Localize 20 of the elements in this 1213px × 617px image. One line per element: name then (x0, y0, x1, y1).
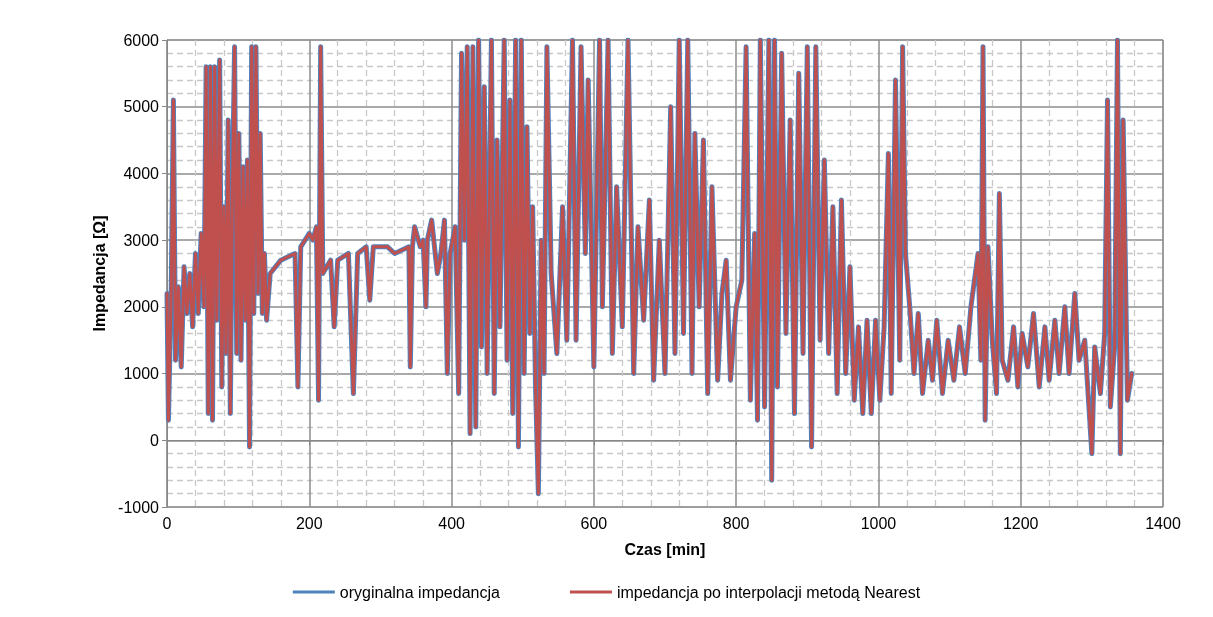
x-tick-label: 1000 (860, 514, 897, 532)
y-tick-label: 1000 (123, 365, 160, 383)
y-tick-label: 4000 (123, 164, 160, 182)
y-tick-label: 0 (150, 431, 160, 449)
y-tick-label: 5000 (123, 98, 160, 116)
x-tick-label: 1200 (1002, 514, 1039, 532)
x-tick-label: 600 (580, 514, 608, 532)
y-tick-label: 6000 (123, 31, 160, 49)
x-tick-label: 1400 (1145, 514, 1181, 532)
y-tick-label: 2000 (123, 298, 160, 316)
x-tick-label: 200 (295, 514, 323, 532)
legend-label: impedancja po interpolacji metodą Nearest (616, 583, 921, 601)
y-tick-label: 3000 (123, 231, 160, 249)
x-tick-label: 400 (438, 514, 466, 532)
x-tick-label: 0 (162, 514, 172, 532)
x-tick-label: 800 (722, 514, 750, 532)
legend-label: oryginalna impedancja (339, 583, 501, 601)
y-tick-label: -1000 (118, 498, 160, 516)
x-axis-title: Czas [min] (624, 540, 706, 558)
y-axis-title: Impedancja [Ω] (90, 215, 108, 332)
